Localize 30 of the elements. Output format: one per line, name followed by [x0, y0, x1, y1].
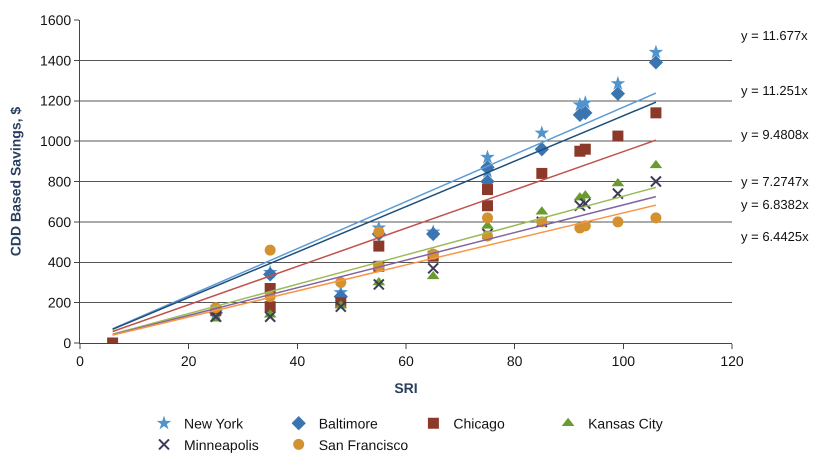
- text: y = 6.8382x: [741, 197, 810, 212]
- y-tick-label: 400: [48, 254, 72, 270]
- x-tick-label: 60: [398, 352, 414, 369]
- y-tick-label: 0: [63, 334, 72, 351]
- text: y = 7.2747x: [741, 174, 810, 189]
- x-tick-label: 100: [612, 352, 636, 369]
- y-tick-label: 1400: [40, 52, 72, 68]
- y-tick-label: 1600: [40, 12, 72, 28]
- legend-label: New York: [184, 416, 244, 432]
- x-axis-title: SRI: [394, 380, 418, 396]
- x-tick-label: 80: [506, 352, 523, 369]
- legend-label: Minneapolis: [184, 436, 259, 453]
- x-tick-label: 40: [290, 352, 306, 369]
- x-tick-label: 120: [720, 352, 744, 369]
- y-tick-label: 1000: [40, 133, 72, 150]
- x-tick-label: 0: [76, 352, 84, 369]
- text: y = 9.4808x: [741, 127, 810, 142]
- y-axis-title: CDD Based Savings, $: [8, 106, 24, 256]
- legend-label: Kansas City: [588, 416, 663, 432]
- text: y = 11.677x: [741, 28, 808, 43]
- text: y = 11.251x: [741, 83, 808, 98]
- y-tick-label: 200: [48, 294, 72, 311]
- legend-label: Chicago: [453, 416, 505, 432]
- legend-label: San Francisco: [318, 436, 408, 453]
- y-tick-label: 800: [48, 173, 72, 190]
- text: y = 6.4425x: [741, 229, 810, 244]
- y-tick-label: 600: [48, 214, 72, 230]
- x-tick-label: 20: [180, 352, 197, 369]
- y-tick-label: 1200: [40, 92, 72, 109]
- legend-label: Baltimore: [318, 416, 378, 432]
